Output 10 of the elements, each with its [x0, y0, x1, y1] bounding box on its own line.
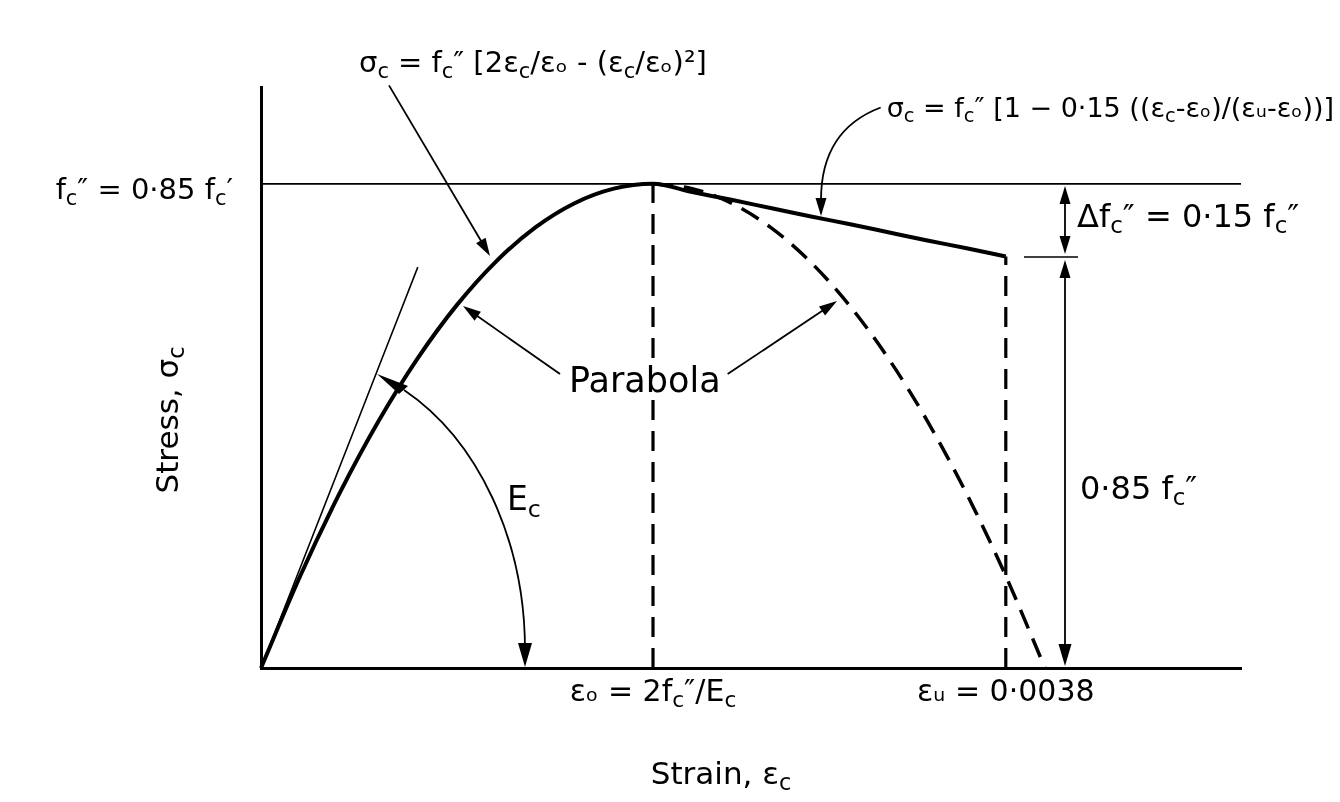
- text: σ$_{c}$ = f$_{c}$″ [2ε$_{c}$/εₒ - (ε$_{c}$/εₒ)²]: [359, 45, 707, 83]
- x-tick-label: εₒ = 2f$_{c}$″/E$_{c}$: [569, 673, 737, 713]
- annotation: 0·85 f$_{c}$″: [1080, 469, 1198, 511]
- annotation: E$_{c}$: [507, 479, 541, 523]
- annotation: Δf$_{c}$″ = 0·15 f$_{c}$″: [1077, 197, 1300, 239]
- text: f$_{c}$″ = 0·85 f$_{c}$′: [55, 172, 233, 211]
- text: σ$_{c}$ = f$_{c}$″ [1 − 0·15 ((ε$_{c}$-εₒ)/(εᵤ-εₒ))]: [886, 92, 1334, 128]
- x-tick-label: εᵤ = 0·0038: [917, 673, 1095, 709]
- annotation: Parabola: [566, 360, 724, 401]
- x-axis-title: Strain, ε$_{c}$: [650, 755, 792, 796]
